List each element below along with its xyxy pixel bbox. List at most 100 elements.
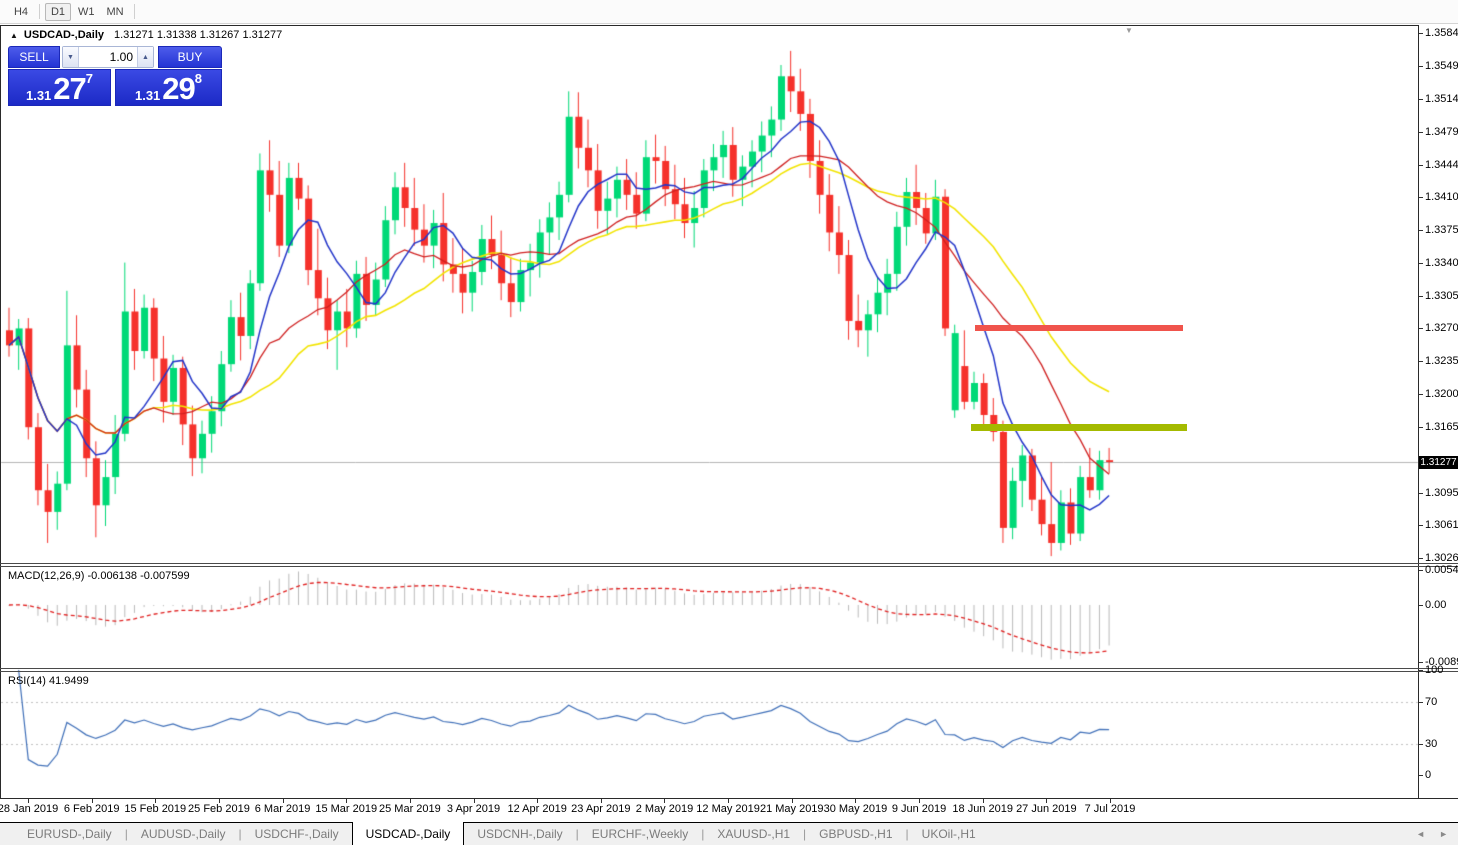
price-axis-label: 1.31650 bbox=[1425, 421, 1458, 434]
price-axis-label: 1.32350 bbox=[1425, 355, 1458, 368]
tab-scroll-right-icon[interactable]: ► bbox=[1439, 828, 1448, 839]
sell-price-pip: 7 bbox=[85, 71, 94, 86]
tab-scroll-left-icon[interactable]: ◄ bbox=[1416, 828, 1426, 839]
chart-shift-marker-icon[interactable]: ▼ bbox=[1125, 26, 1133, 35]
chart-ohlc-values: 1.31271 1.31338 1.31267 1.31277 bbox=[114, 29, 283, 41]
price-axis-label: 1.35140 bbox=[1425, 92, 1458, 105]
volume-input[interactable] bbox=[79, 47, 137, 67]
buy-price-prefix: 1.31 bbox=[134, 88, 161, 103]
resistance-line[interactable] bbox=[975, 325, 1183, 332]
tab-separator: | bbox=[803, 827, 807, 841]
price-axis-label: 1.33050 bbox=[1425, 289, 1458, 302]
date-axis-label: 23 Apr 2019 bbox=[571, 803, 631, 815]
volume-decrease-icon[interactable]: ▼ bbox=[63, 47, 79, 67]
buy-button[interactable]: BUY bbox=[158, 46, 222, 68]
price-axis-tick bbox=[1419, 427, 1423, 429]
tab-eurusddaily[interactable]: EURUSD-,Daily bbox=[27, 827, 112, 841]
price-axis-tick bbox=[1419, 558, 1423, 559]
macd-separator-top[interactable] bbox=[0, 563, 1458, 564]
tab-separator: | bbox=[575, 827, 579, 841]
tab-separator: | bbox=[124, 827, 128, 841]
date-axis-label: 9 Jun 2019 bbox=[891, 803, 947, 815]
sell-price-box[interactable]: 1.31 27 7 bbox=[8, 69, 111, 106]
rsi-axis-tick bbox=[1419, 670, 1423, 671]
price-axis-label: 1.34100 bbox=[1425, 190, 1458, 203]
volume-increase-icon[interactable]: ▲ bbox=[137, 47, 153, 67]
price-axis-label: 1.35840 bbox=[1425, 27, 1458, 39]
date-axis-tick bbox=[537, 799, 539, 803]
price-axis-tick bbox=[1419, 98, 1423, 100]
timeframe-button-mn[interactable]: MN bbox=[106, 5, 124, 18]
buy-price-pip: 8 bbox=[194, 71, 203, 86]
tab-separator: | bbox=[701, 827, 705, 841]
rsi-axis-label: 70 bbox=[1425, 695, 1438, 708]
toolbar-separator bbox=[133, 4, 135, 19]
price-axis-tick bbox=[1419, 33, 1423, 34]
rsi-axis-tick bbox=[1419, 701, 1423, 703]
date-axis-tick bbox=[728, 799, 730, 803]
price-axis-label: 1.34790 bbox=[1425, 125, 1458, 138]
tab-usdchfdaily[interactable]: USDCHF-,Daily bbox=[254, 827, 339, 841]
price-axis-label: 1.34440 bbox=[1425, 158, 1458, 171]
date-axis-border bbox=[0, 798, 1458, 799]
tab-audusddaily[interactable]: AUDUSD-,Daily bbox=[140, 827, 226, 841]
date-axis-tick bbox=[28, 799, 29, 803]
tab-usdcnhdaily[interactable]: USDCNH-,Daily bbox=[477, 827, 563, 841]
macd-separator-bottom[interactable] bbox=[0, 566, 1458, 567]
timeframe-buttons: H4 D1 W1 MN bbox=[7, 2, 139, 21]
price-axis-tick bbox=[1419, 328, 1423, 330]
rsi-separator-top[interactable] bbox=[0, 668, 1458, 669]
date-axis-tick bbox=[855, 799, 857, 803]
price-axis-label: 1.30610 bbox=[1425, 519, 1458, 532]
tab-eurchfweekly[interactable]: EURCHF-,Weekly bbox=[591, 827, 689, 841]
tab-separator: | bbox=[238, 827, 242, 841]
timeframe-button-d1[interactable]: D1 bbox=[45, 2, 71, 21]
price-axis-label: 1.32700 bbox=[1425, 322, 1458, 335]
price-axis-tick bbox=[1419, 262, 1423, 264]
tab-gbpusdh1[interactable]: GBPUSD-,H1 bbox=[819, 827, 893, 841]
date-axis-label: 15 Mar 2019 bbox=[315, 803, 378, 815]
axis-separator bbox=[1418, 25, 1419, 799]
tab-usdcaddaily[interactable]: USDCAD-,Daily bbox=[351, 822, 465, 845]
date-axis-tick bbox=[346, 799, 348, 803]
date-axis-label: 3 Apr 2019 bbox=[446, 803, 501, 815]
macd-axis-tick bbox=[1419, 605, 1423, 606]
date-axis-label: 25 Mar 2019 bbox=[378, 803, 441, 815]
date-axis-tick bbox=[600, 799, 602, 803]
date-axis-tick bbox=[155, 799, 157, 803]
date-axis-tick bbox=[919, 799, 921, 803]
timeframe-button-h4[interactable]: H4 bbox=[13, 5, 29, 18]
rsi-label: RSI(14) 41.9499 bbox=[8, 675, 89, 687]
symbol-tab-bar: EURUSD-,Daily | AUDUSD-,Daily | USDCHF-,Dail… bbox=[0, 822, 1458, 845]
rsi-separator-bottom[interactable] bbox=[0, 671, 1458, 672]
price-axis-tick bbox=[1419, 295, 1423, 297]
collapse-panel-icon[interactable]: ▲ bbox=[10, 30, 18, 40]
support-line[interactable] bbox=[971, 424, 1187, 432]
date-axis-label: 7 Jul 2019 bbox=[1084, 803, 1136, 815]
price-axis-tick bbox=[1419, 196, 1423, 198]
buy-price-box[interactable]: 1.31 29 8 bbox=[115, 69, 222, 106]
price-axis-tick bbox=[1419, 361, 1423, 363]
date-axis-label: 25 Feb 2019 bbox=[188, 803, 250, 815]
date-axis-tick bbox=[218, 799, 220, 803]
tab-scroll-controls: ◄ ► bbox=[1416, 822, 1448, 845]
rsi-axis-label: 0 bbox=[1425, 769, 1432, 781]
date-axis-tick bbox=[1110, 799, 1111, 803]
timeframe-button-w1[interactable]: W1 bbox=[78, 5, 95, 18]
buy-price-main: 29 bbox=[162, 71, 195, 106]
sell-button[interactable]: SELL bbox=[8, 46, 60, 68]
date-axis-label: 12 May 2019 bbox=[696, 803, 760, 815]
timeframe-toolbar: H4 D1 W1 MN bbox=[0, 0, 1458, 24]
price-axis-tick bbox=[1419, 164, 1423, 166]
tab-xauusdh1[interactable]: XAUUSD-,H1 bbox=[717, 827, 791, 841]
price-axis-label: 1.32000 bbox=[1425, 388, 1458, 401]
chart-left-border bbox=[0, 25, 1, 799]
date-axis-tick bbox=[982, 799, 984, 803]
macd-label: MACD(12,26,9) -0.006138 -0.007599 bbox=[8, 570, 190, 582]
tab-ukoilh1[interactable]: UKOil-,H1 bbox=[921, 827, 976, 841]
sell-price-main: 27 bbox=[53, 71, 86, 106]
tab-separator: | bbox=[905, 827, 909, 841]
